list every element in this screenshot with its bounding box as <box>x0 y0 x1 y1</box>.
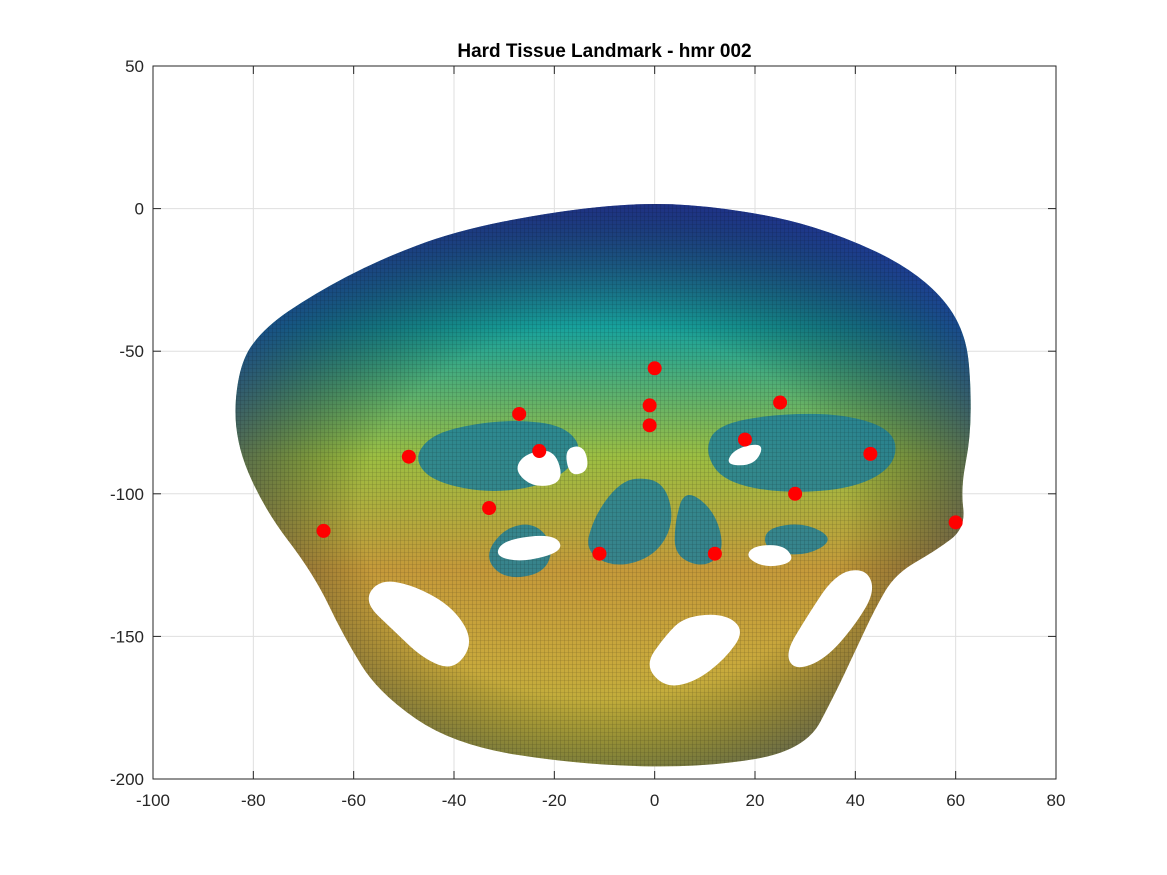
landmark-points <box>316 361 963 561</box>
landmark-point <box>642 418 657 433</box>
landmark-point <box>948 515 963 530</box>
landmark-point <box>401 449 416 464</box>
x-tick-label: 0 <box>650 791 659 810</box>
landmark-point <box>737 432 752 447</box>
landmark-point <box>532 444 547 459</box>
x-tick-label: 80 <box>1047 791 1066 810</box>
skull-surface <box>235 203 971 767</box>
x-tick-label: 40 <box>846 791 865 810</box>
surface-hole <box>649 614 740 686</box>
axes-box <box>152 65 1057 780</box>
surface-hole <box>517 450 561 486</box>
x-tick-label: -80 <box>241 791 266 810</box>
y-tick-label: -100 <box>110 485 144 504</box>
landmark-point <box>773 395 788 410</box>
surface-hole <box>748 545 792 567</box>
landmark-point <box>863 446 878 461</box>
surface-hole <box>788 570 873 668</box>
y-tick-label: 50 <box>125 57 144 76</box>
y-axis: -200 -150 -100 -50 0 50 <box>110 57 1056 789</box>
x-tick-label: -40 <box>442 791 467 810</box>
landmark-point <box>707 546 722 561</box>
surface-hole <box>728 444 762 466</box>
landmark-point <box>647 361 662 376</box>
landmark-point <box>512 406 527 421</box>
x-tick-label: -60 <box>341 791 366 810</box>
landmark-point <box>592 546 607 561</box>
x-tick-label: -20 <box>542 791 567 810</box>
landmark-point <box>316 523 331 538</box>
y-tick-label: -150 <box>110 627 144 646</box>
y-tick-label: -50 <box>119 342 144 361</box>
x-tick-label: -100 <box>136 791 170 810</box>
x-tick-label: 60 <box>946 791 965 810</box>
surface-hole <box>497 535 561 561</box>
surface-hole <box>368 581 470 667</box>
landmark-point <box>788 486 803 501</box>
landmark-point <box>642 398 657 413</box>
surface-holes <box>368 444 873 686</box>
x-axis: -100 -80 -60 -40 -20 0 20 40 60 80 <box>136 66 1065 810</box>
landmark-point <box>482 501 497 516</box>
x-tick-label: 20 <box>746 791 765 810</box>
surface-hole <box>566 446 588 475</box>
y-tick-label: 0 <box>135 200 144 219</box>
chart-title: Hard Tissue Landmark - hmr 002 <box>457 41 751 62</box>
y-tick-label: -200 <box>110 770 144 789</box>
